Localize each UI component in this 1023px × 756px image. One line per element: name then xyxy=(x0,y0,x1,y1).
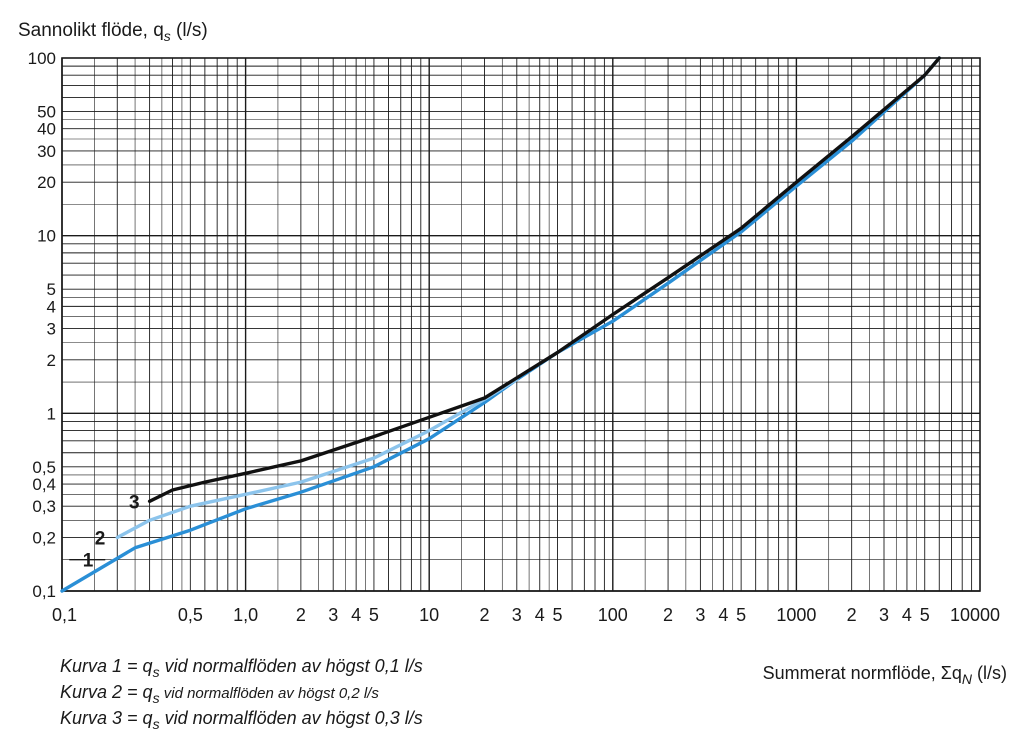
y-tick-label: 0,3 xyxy=(32,497,56,516)
curve-label-2: 2 xyxy=(95,529,106,550)
x-tick-label: 10 xyxy=(419,605,439,625)
y-tick-label: 40 xyxy=(37,120,56,139)
x-tick-labels: 0,1 0,5 1,0 2 3 4 5 10 2 3 4 5 100 2 3 4 5 1000 2 3 4 5 10000 xyxy=(52,605,1000,625)
legend: Kurva 1 = qs vid normalflöden av högst 0… xyxy=(60,656,423,732)
series-line-1 xyxy=(60,56,941,593)
x-tick-label: 0,5 xyxy=(178,605,203,625)
x-tick-label: 4 xyxy=(902,605,912,625)
y-tick-label: 10 xyxy=(37,227,56,246)
y-tick-label: 1 xyxy=(47,404,56,423)
y-tick-label: 100 xyxy=(28,49,56,68)
y-tick-label: 4 xyxy=(47,297,56,316)
x-tick-label: 5 xyxy=(369,605,379,625)
x-tick-label: 3 xyxy=(695,605,705,625)
x-tick-label: 2 xyxy=(847,605,857,625)
y-tick-label: 0,5 xyxy=(32,458,56,477)
x-tick-label: 1000 xyxy=(776,605,816,625)
x-tick-label: 2 xyxy=(479,605,489,625)
x-tick-label: 5 xyxy=(736,605,746,625)
x-tick-label: 3 xyxy=(512,605,522,625)
x-tick-label: 4 xyxy=(351,605,361,625)
x-tick-label: 0,1 xyxy=(52,605,77,625)
series-line-2 xyxy=(115,377,519,540)
x-tick-label: 2 xyxy=(663,605,673,625)
x-tick-label: 1,0 xyxy=(233,605,258,625)
y-tick-label: 30 xyxy=(37,142,56,161)
legend-entry-1: Kurva 1 = qs vid normalflöden av högst 0… xyxy=(60,656,423,680)
x-tick-label: 3 xyxy=(879,605,889,625)
curve-markers: 12 3 xyxy=(69,492,140,572)
x-tick-label: 4 xyxy=(718,605,728,625)
y-tick-label: 0,2 xyxy=(32,529,56,548)
legend-entry-3: Kurva 3 = qs vid normalflöden av högst 0… xyxy=(60,708,423,732)
chart-title: Sannolikt flöde, qs (l/s) xyxy=(18,20,208,44)
x-tick-label: 2 xyxy=(296,605,306,625)
y-tick-label: 3 xyxy=(47,320,56,339)
grid-minor xyxy=(62,58,980,591)
y-tick-label: 20 xyxy=(37,173,56,192)
x-axis-label: Summerat normflöde, ΣqN (l/s) xyxy=(763,663,1007,687)
x-tick-label: 100 xyxy=(598,605,628,625)
x-tick-label: 3 xyxy=(328,605,338,625)
curve-label-1: 1 xyxy=(83,551,94,572)
y-tick-label: 2 xyxy=(47,351,56,370)
series-line-3 xyxy=(147,56,941,503)
x-tick-label: 5 xyxy=(553,605,563,625)
x-tick-label: 5 xyxy=(920,605,930,625)
y-tick-label: 50 xyxy=(37,102,56,121)
x-tick-label: 10000 xyxy=(950,605,1000,625)
legend-entry-2: Kurva 2 = qs vid normalflöden av högst 0… xyxy=(60,682,379,706)
y-tick-label: 5 xyxy=(47,280,56,299)
x-tick-label: 4 xyxy=(535,605,545,625)
series-layer xyxy=(60,56,941,593)
plot-frame xyxy=(61,57,981,592)
grid-major xyxy=(61,58,980,592)
curve-label-3: 3 xyxy=(129,492,140,513)
y-tick-label: 0,4 xyxy=(32,475,56,494)
y-tick-label: 0,1 xyxy=(32,582,56,601)
